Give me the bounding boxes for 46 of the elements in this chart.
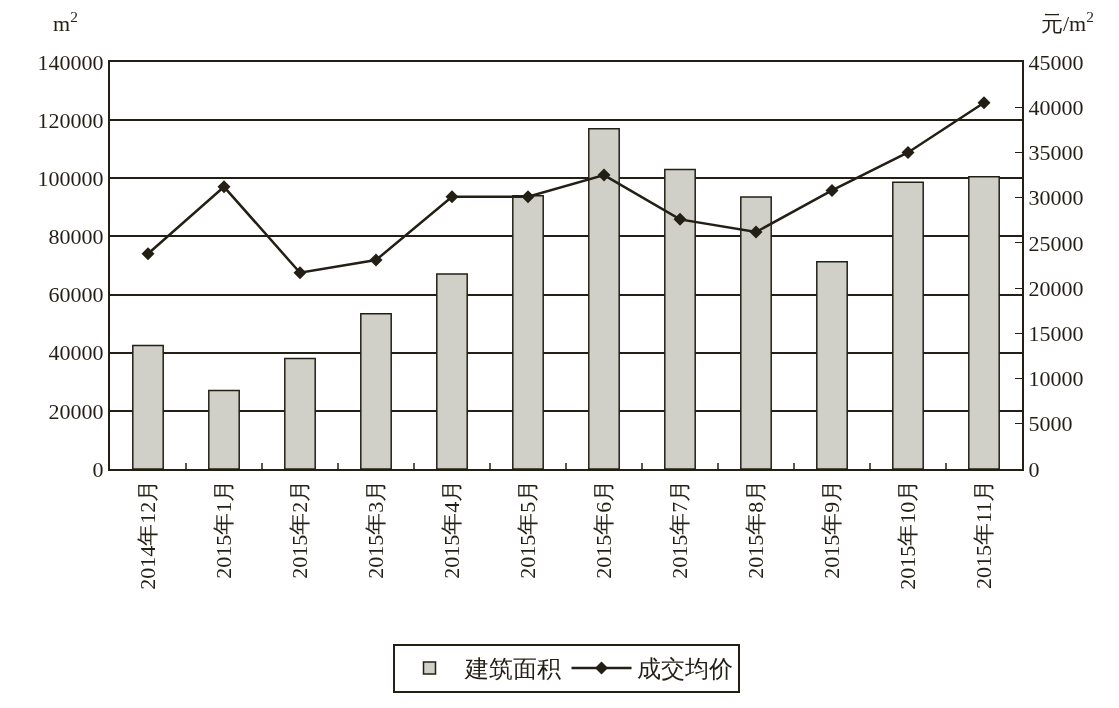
y2-tick-label: 25000 <box>1028 230 1084 256</box>
x-tick-label: 2015年9月 <box>819 479 845 579</box>
y-tick-label: 20000 <box>48 398 104 424</box>
y2-tick-label: 10000 <box>1028 366 1084 392</box>
y-tick-label: 120000 <box>37 107 104 133</box>
y-tick-label: 140000 <box>37 49 104 75</box>
y-axis-title: m$^{2}$ <box>53 8 78 37</box>
legend-label: 建筑面积 <box>463 656 561 683</box>
y2-tick-label: 30000 <box>1028 185 1084 211</box>
point <box>901 145 915 159</box>
x-tick-label: 2015年8月 <box>743 479 769 579</box>
point <box>825 183 839 197</box>
point <box>369 253 383 267</box>
point <box>977 96 991 110</box>
x-tick-label: 2015年5月 <box>515 479 541 579</box>
x-tick-label: 2015年10月 <box>895 479 921 590</box>
point <box>673 212 687 226</box>
y-tick-label: 0 <box>92 456 104 482</box>
legend-label: 成交均价 <box>636 656 733 683</box>
y-tick-label: 80000 <box>48 224 104 250</box>
point <box>217 180 231 194</box>
y2-tick-label: 15000 <box>1028 321 1084 347</box>
y-tick-label: 60000 <box>48 282 104 308</box>
x-tick-label: 2015年1月 <box>211 479 237 579</box>
point <box>749 225 763 239</box>
y2-tick-label: 0 <box>1028 456 1040 482</box>
point <box>521 190 535 204</box>
x-tick-label: 2014年12月 <box>135 479 161 590</box>
y2-tick-label: 20000 <box>1028 275 1084 301</box>
y2-tick-label: 40000 <box>1028 94 1084 120</box>
x-tick-label: 2015年7月 <box>667 479 693 579</box>
y2-tick-label: 45000 <box>1028 49 1084 75</box>
x-tick-label: 2015年4月 <box>439 479 465 579</box>
point <box>445 190 459 204</box>
y-tick-label: 40000 <box>48 340 104 366</box>
point <box>293 266 307 280</box>
point <box>597 168 611 182</box>
y2-tick-label: 35000 <box>1028 140 1084 166</box>
x-tick-label: 2015年2月 <box>287 479 313 579</box>
point <box>141 247 155 261</box>
y2-axis-title: 元/m$^{2}$ <box>1041 8 1094 37</box>
x-tick-label: 2015年11月 <box>971 479 997 589</box>
y2-tick-label: 5000 <box>1028 411 1073 437</box>
x-tick-label: 2015年6月 <box>591 479 617 579</box>
y-tick-label: 100000 <box>37 165 104 191</box>
x-tick-label: 2015年3月 <box>363 479 389 579</box>
